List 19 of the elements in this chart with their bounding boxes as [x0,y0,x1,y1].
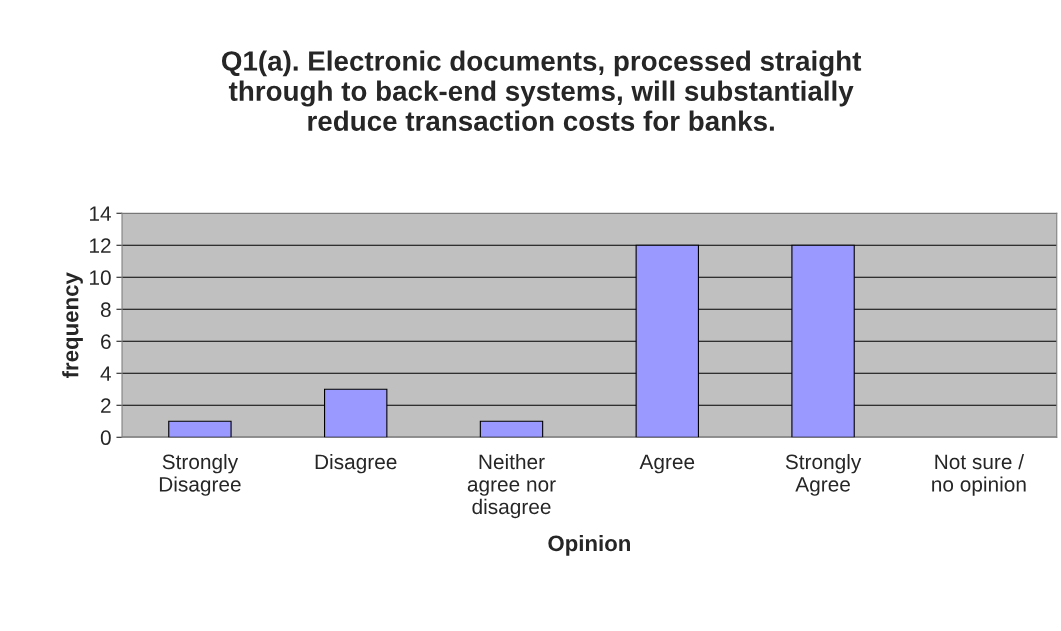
bar [479,420,544,438]
x-tick-label: Not sure / no opinion [932,453,1026,496]
chart-title: Q1(a). Electronic documents, processed straight through to back-end systems, will substantially reduce transaction costs for banks. [221,50,862,131]
y-tick-label: 8 [100,302,111,318]
y-tick-label: 4 [100,366,111,381]
x-tick-label: Strongly Agree [785,453,862,496]
x-tick-label: Disagree [315,453,397,474]
y-tick-label: 14 [90,206,111,221]
y-tick-label: 6 [101,334,111,350]
x-tick-label: Strongly Disagree [159,453,241,496]
y-tick-label: 0 [100,430,111,446]
x-tick-label: Agree [639,454,695,474]
y-tick-label: 12 [90,238,111,253]
bar [168,420,232,438]
y-tick-label: 10 [90,270,111,286]
y-tick-label: 2 [101,398,111,413]
y-axis-title: frequency [62,272,83,378]
x-axis-title: Opinion [548,534,630,556]
x-tick-label: Neither agree nor disagree [467,453,556,519]
